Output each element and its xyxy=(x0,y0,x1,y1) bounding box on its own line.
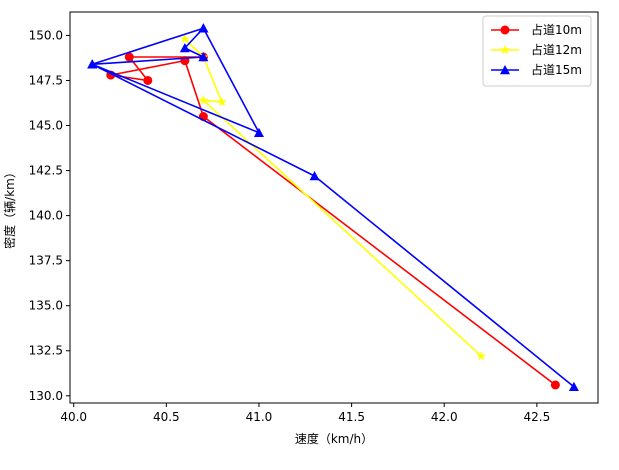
x-tick-label: 42.5 xyxy=(524,410,551,424)
legend-label: 占道10m xyxy=(531,22,582,37)
x-tick-label: 40.5 xyxy=(153,410,180,424)
x-tick-label: 41.0 xyxy=(246,410,273,424)
legend-marker xyxy=(500,25,510,35)
x-tick-label: 41.5 xyxy=(338,410,365,424)
data-point xyxy=(476,351,487,361)
data-point xyxy=(253,127,264,137)
series-layer xyxy=(87,23,579,392)
axes-layer: 40.0 40.5 41.0 41.5 42.0 42.5 130.0 132.5 135.0 1… xyxy=(29,28,551,424)
legend-item: 占道12m xyxy=(491,42,582,57)
y-tick-label: 132.5 xyxy=(29,344,63,358)
data-point xyxy=(198,95,209,105)
data-point xyxy=(550,380,560,390)
x-tick-label: 40.0 xyxy=(60,410,87,424)
legend-marker xyxy=(500,45,510,55)
y-tick-label: 135.0 xyxy=(29,299,63,313)
y-tick-label: 130.0 xyxy=(29,389,63,403)
y-axis-label: 密度（辆/km） xyxy=(2,166,17,249)
data-point xyxy=(124,52,134,62)
legend: 占道10m 占道12m 占道15m xyxy=(482,15,592,87)
legend-label: 占道12m xyxy=(531,42,582,57)
y-tick-label: 137.5 xyxy=(29,254,63,268)
data-point xyxy=(87,59,98,69)
data-point xyxy=(568,381,579,392)
x-axis-label: 速度（km/h） xyxy=(295,431,373,446)
legend-item: 占道15m xyxy=(491,62,582,77)
data-point xyxy=(143,75,153,85)
legend-box xyxy=(482,15,592,87)
data-point xyxy=(198,52,209,62)
legend-label: 占道15m xyxy=(531,62,582,77)
legend-marker xyxy=(500,65,510,75)
legend-item: 占道10m xyxy=(491,22,582,37)
data-point xyxy=(180,34,190,44)
x-tick-label: 42.0 xyxy=(431,410,458,424)
data-point xyxy=(198,23,209,33)
y-tick-label: 140.0 xyxy=(29,209,63,223)
data-point xyxy=(179,43,190,53)
data-point xyxy=(217,97,227,107)
data-point xyxy=(309,170,320,181)
y-tick-label: 147.5 xyxy=(29,73,63,87)
y-tick-label: 142.5 xyxy=(29,164,63,178)
series-3 xyxy=(87,23,579,392)
y-tick-label: 150.0 xyxy=(29,28,63,42)
y-tick-label: 145.0 xyxy=(29,119,63,133)
